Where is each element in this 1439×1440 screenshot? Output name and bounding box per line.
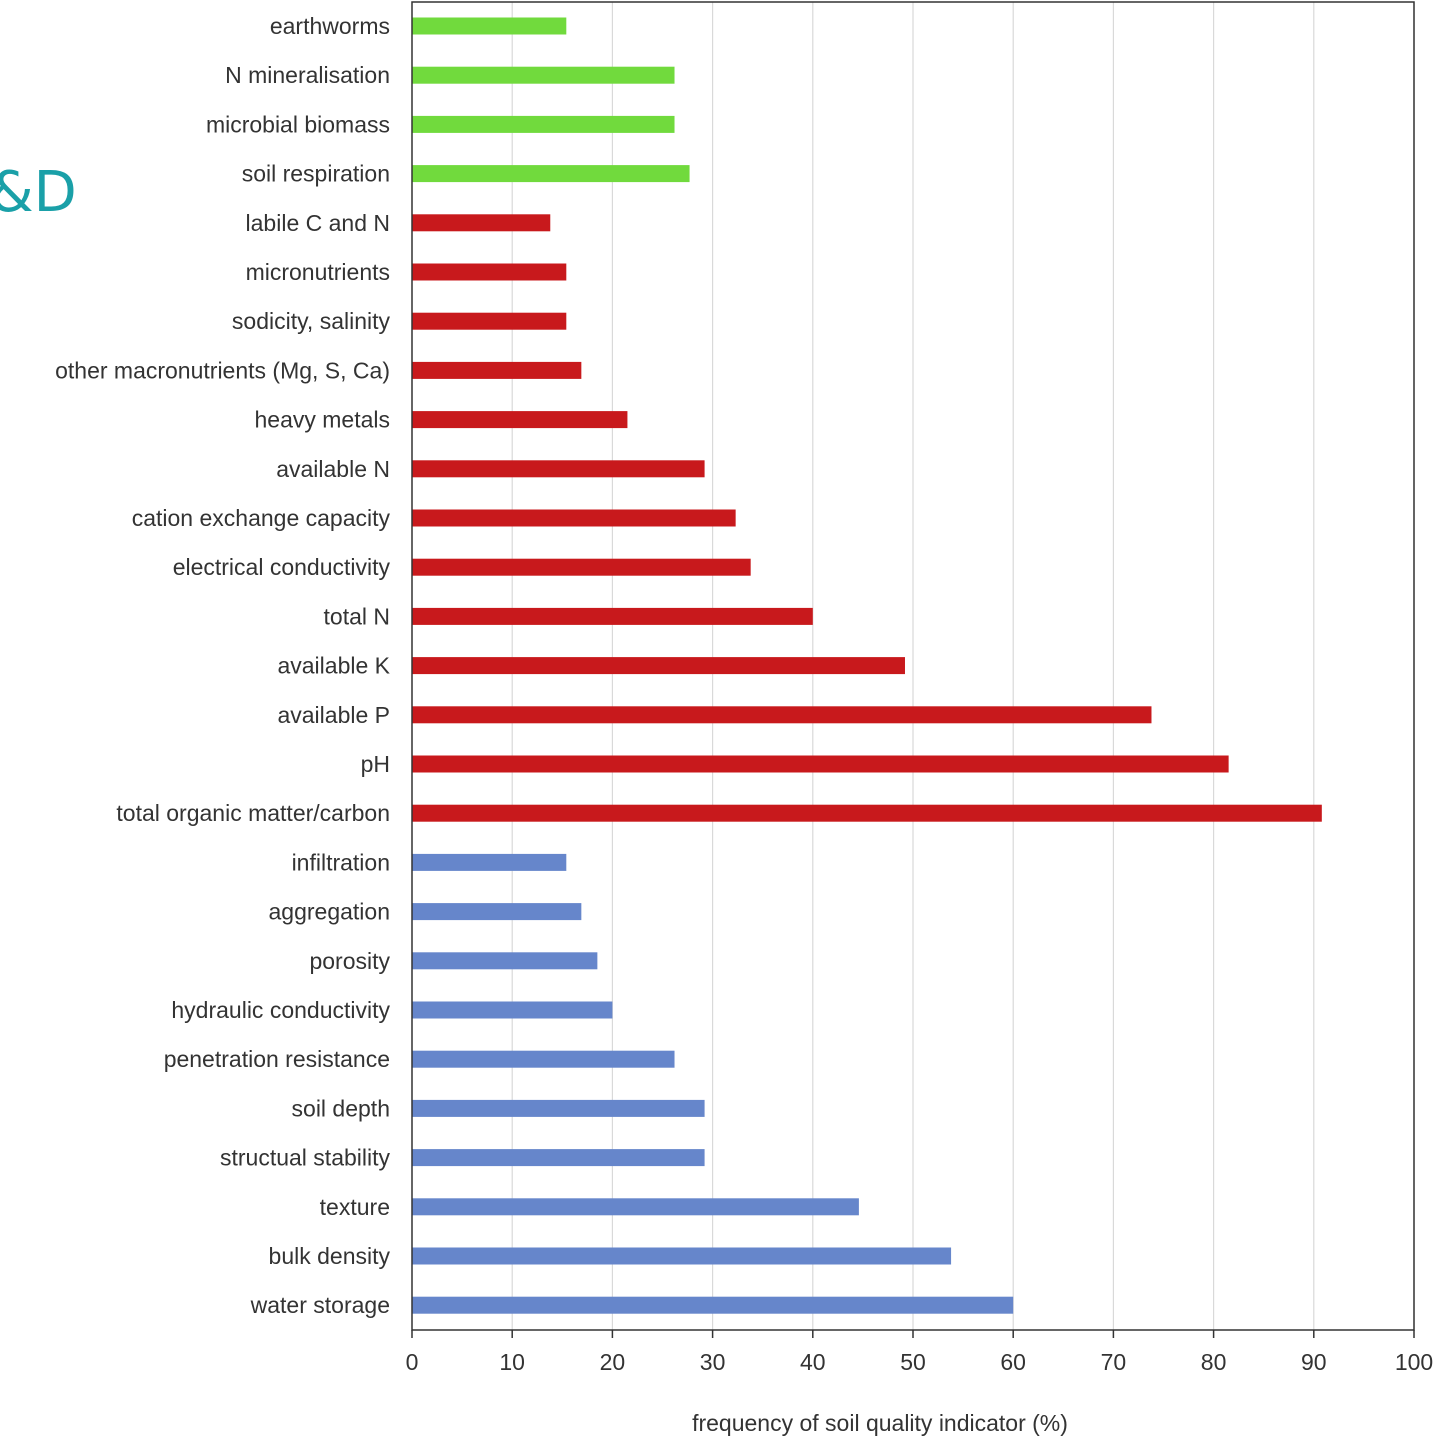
category-label: porosity — [309, 948, 390, 974]
category-label: heavy metals — [254, 407, 390, 433]
bar — [412, 657, 905, 675]
x-tick-label: 60 — [1000, 1349, 1026, 1375]
x-tick-label: 90 — [1301, 1349, 1327, 1375]
bar — [412, 66, 675, 84]
bar — [412, 607, 813, 625]
category-label: structual stability — [220, 1145, 391, 1171]
bar — [412, 1149, 705, 1167]
category-label: total N — [324, 603, 390, 629]
category-label: bulk density — [269, 1243, 391, 1269]
cropped-heading-fragment: &D — [0, 160, 77, 225]
bar — [412, 1296, 1014, 1314]
axes — [411, 1, 1415, 1338]
bar — [412, 804, 1322, 822]
category-label: available N — [276, 456, 390, 482]
x-tick-label: 100 — [1395, 1349, 1433, 1375]
bar — [412, 509, 736, 527]
x-tick-label: 20 — [600, 1349, 626, 1375]
category-label: N mineralisation — [225, 62, 390, 88]
x-tick-label: 30 — [700, 1349, 726, 1375]
bar — [412, 312, 567, 330]
bar — [412, 165, 690, 183]
category-label: penetration resistance — [164, 1046, 390, 1072]
category-label: soil respiration — [242, 161, 390, 187]
bar — [412, 706, 1152, 724]
x-tick-label: 80 — [1201, 1349, 1227, 1375]
category-label: available P — [277, 702, 390, 728]
bar — [412, 361, 582, 379]
bar — [412, 853, 567, 871]
category-label: total organic matter/carbon — [116, 800, 390, 826]
category-label: other macronutrients (Mg, S, Ca) — [55, 357, 390, 383]
bar — [412, 460, 705, 478]
bar — [412, 115, 675, 133]
x-tick-label: 0 — [406, 1349, 419, 1375]
bar — [412, 903, 582, 921]
x-axis-title: frequency of soil quality indicator (%) — [692, 1410, 1068, 1436]
category-labels: earthworms N mineralisation microbial biom… — [55, 13, 391, 1318]
bar — [412, 1198, 859, 1216]
x-tick-labels: 0 10 20 30 40 50 60 70 80 90 100 — [406, 1349, 1434, 1375]
bar — [412, 755, 1229, 773]
category-label: cation exchange capacity — [132, 505, 391, 531]
category-label: hydraulic conductivity — [171, 997, 390, 1023]
bar — [412, 263, 567, 281]
x-tick-label: 70 — [1101, 1349, 1127, 1375]
category-label: pH — [361, 751, 390, 777]
category-label: available K — [277, 653, 390, 679]
category-label: micronutrients — [246, 259, 390, 285]
bar — [412, 17, 567, 35]
category-label: labile C and N — [246, 210, 390, 236]
bar — [412, 952, 598, 970]
x-tick-label: 50 — [900, 1349, 926, 1375]
category-label: soil depth — [292, 1095, 390, 1121]
bars — [412, 17, 1322, 1314]
bar — [412, 214, 551, 232]
category-label: infiltration — [292, 849, 390, 875]
category-label: texture — [320, 1194, 390, 1220]
category-label: water storage — [250, 1292, 390, 1318]
bar — [412, 1050, 675, 1068]
bar — [412, 411, 628, 429]
category-label: electrical conductivity — [173, 554, 391, 580]
bar — [412, 1099, 705, 1117]
bar — [412, 1247, 952, 1265]
category-label: earthworms — [270, 13, 390, 39]
x-tick-label: 10 — [499, 1349, 525, 1375]
bar — [412, 558, 751, 576]
category-label: aggregation — [269, 899, 391, 925]
category-label: sodicity, salinity — [232, 308, 391, 334]
x-tick-label: 40 — [800, 1349, 826, 1375]
category-label: microbial biomass — [206, 111, 390, 137]
bar — [412, 1001, 613, 1019]
